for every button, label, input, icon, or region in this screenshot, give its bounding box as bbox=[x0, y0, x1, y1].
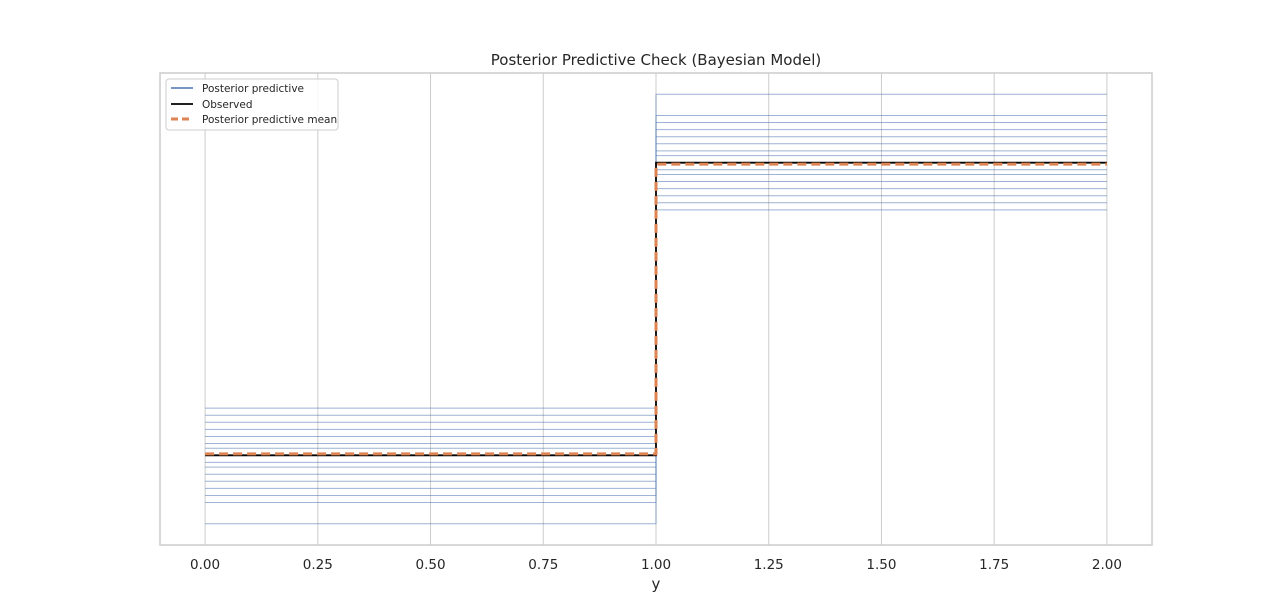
x-tick-label: 0.00 bbox=[190, 557, 220, 573]
chart-title: Posterior Predictive Check (Bayesian Mod… bbox=[491, 51, 821, 69]
x-axis-label: y bbox=[652, 575, 661, 593]
legend-label-observed: Observed bbox=[202, 99, 253, 111]
x-tick-label: 1.75 bbox=[979, 557, 1009, 573]
legend: Posterior predictive Observed Posterior … bbox=[165, 78, 339, 131]
posterior-predictive-mean-line bbox=[205, 162, 1107, 456]
x-tick-label: 1.00 bbox=[641, 557, 671, 573]
x-tick-labels: 0.00 0.25 0.50 0.75 1.00 1.25 1.50 1.75 2.00 bbox=[190, 557, 1122, 573]
x-tick-label: 0.25 bbox=[303, 557, 333, 573]
legend-label-posterior-predictive-mean: Posterior predictive mean bbox=[202, 114, 337, 126]
series-lines bbox=[205, 93, 1107, 525]
plot-frame bbox=[159, 72, 1153, 546]
legend-label-posterior-predictive: Posterior predictive bbox=[202, 83, 304, 95]
x-tick-label: 0.75 bbox=[528, 557, 558, 573]
x-tick-label: 1.50 bbox=[866, 557, 896, 573]
x-tick-label: 2.00 bbox=[1092, 557, 1122, 573]
x-tick-label: 0.50 bbox=[416, 557, 446, 573]
legend-box bbox=[165, 78, 339, 131]
x-tick-label: 1.25 bbox=[754, 557, 784, 573]
